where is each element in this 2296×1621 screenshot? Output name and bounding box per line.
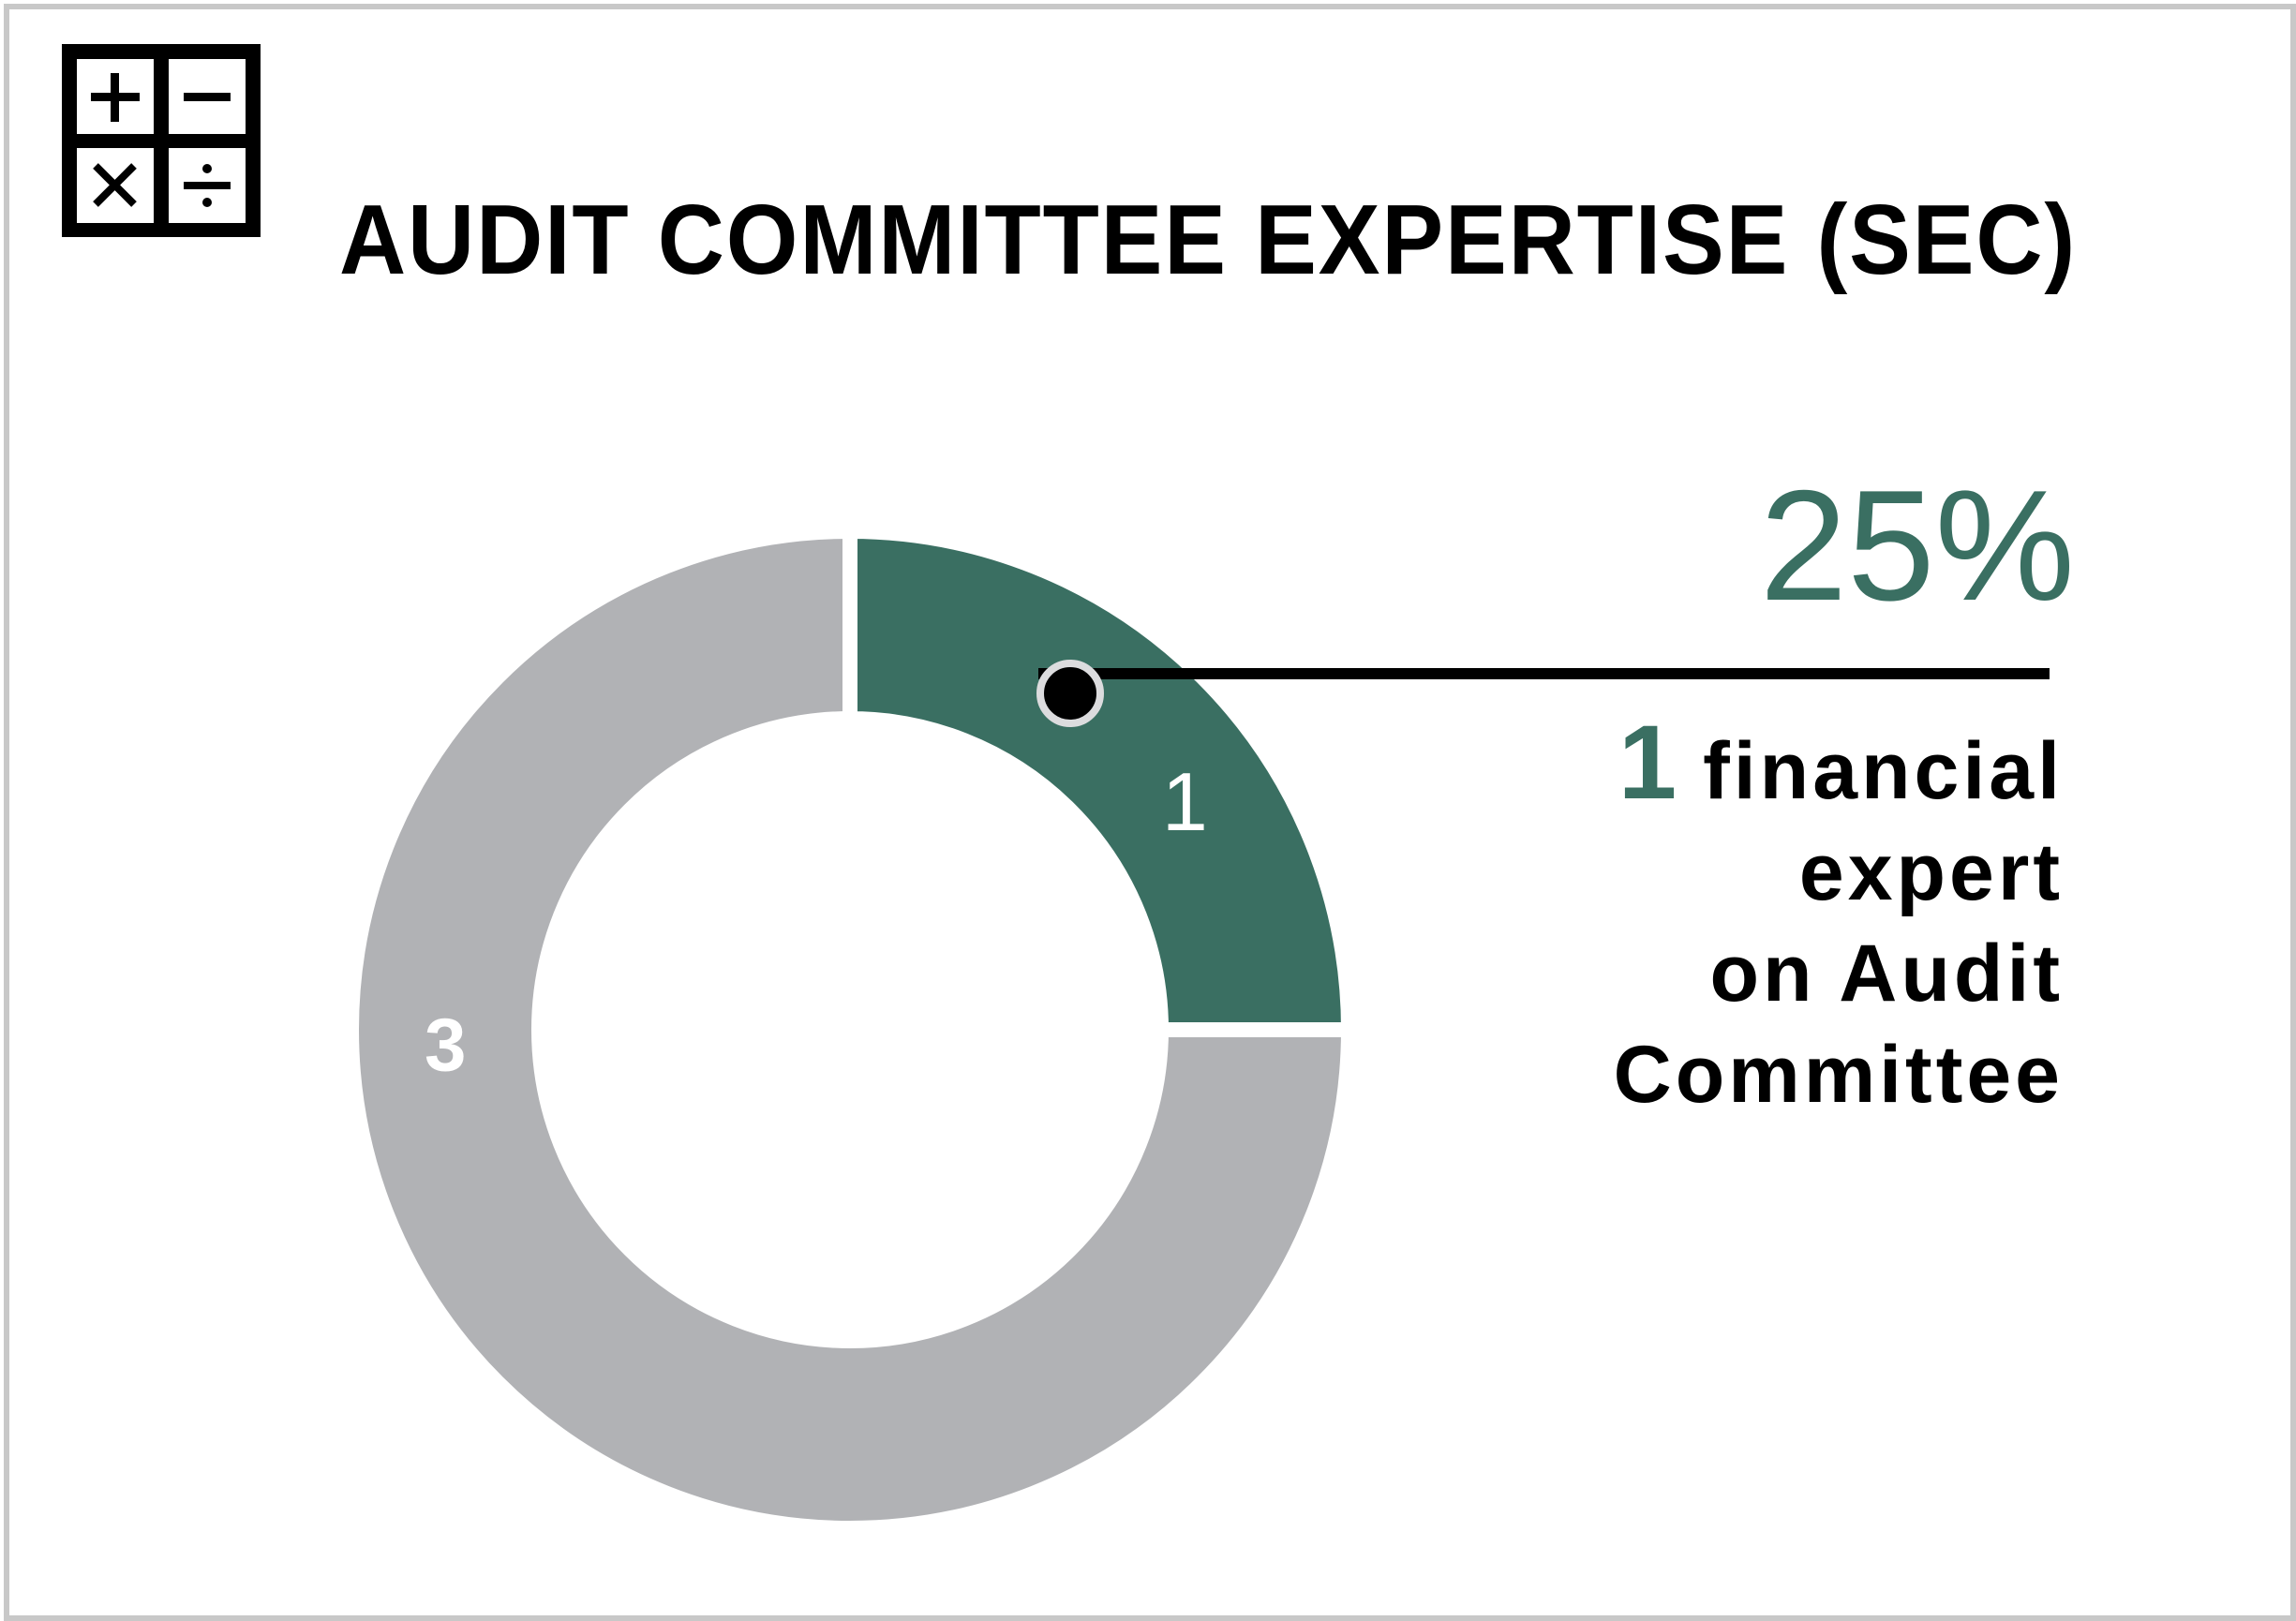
donut-slice <box>344 523 1357 1536</box>
data-label: 1 <box>1162 755 1208 848</box>
desc-line: financial <box>1703 726 2064 816</box>
page-title: AUDIT COMMITTEE EXPERTISE (SEC) <box>339 185 2078 295</box>
calculator-operators-icon <box>62 44 261 237</box>
data-label: 3 <box>425 1004 467 1087</box>
callout-dot <box>1036 660 1104 727</box>
highlight-description: 1 financial expert on Audit Committee <box>1613 710 2064 1125</box>
callout <box>1036 660 2050 727</box>
highlight-count: 1 <box>1618 704 1677 821</box>
desc-line: Committee <box>1613 1030 2064 1120</box>
donut-slice <box>842 523 1357 1037</box>
desc-line: on Audit <box>1709 929 2064 1019</box>
card-frame <box>4 4 2296 1621</box>
desc-line: expert <box>1798 827 2064 917</box>
highlight-percent: 25% <box>1759 457 2075 633</box>
